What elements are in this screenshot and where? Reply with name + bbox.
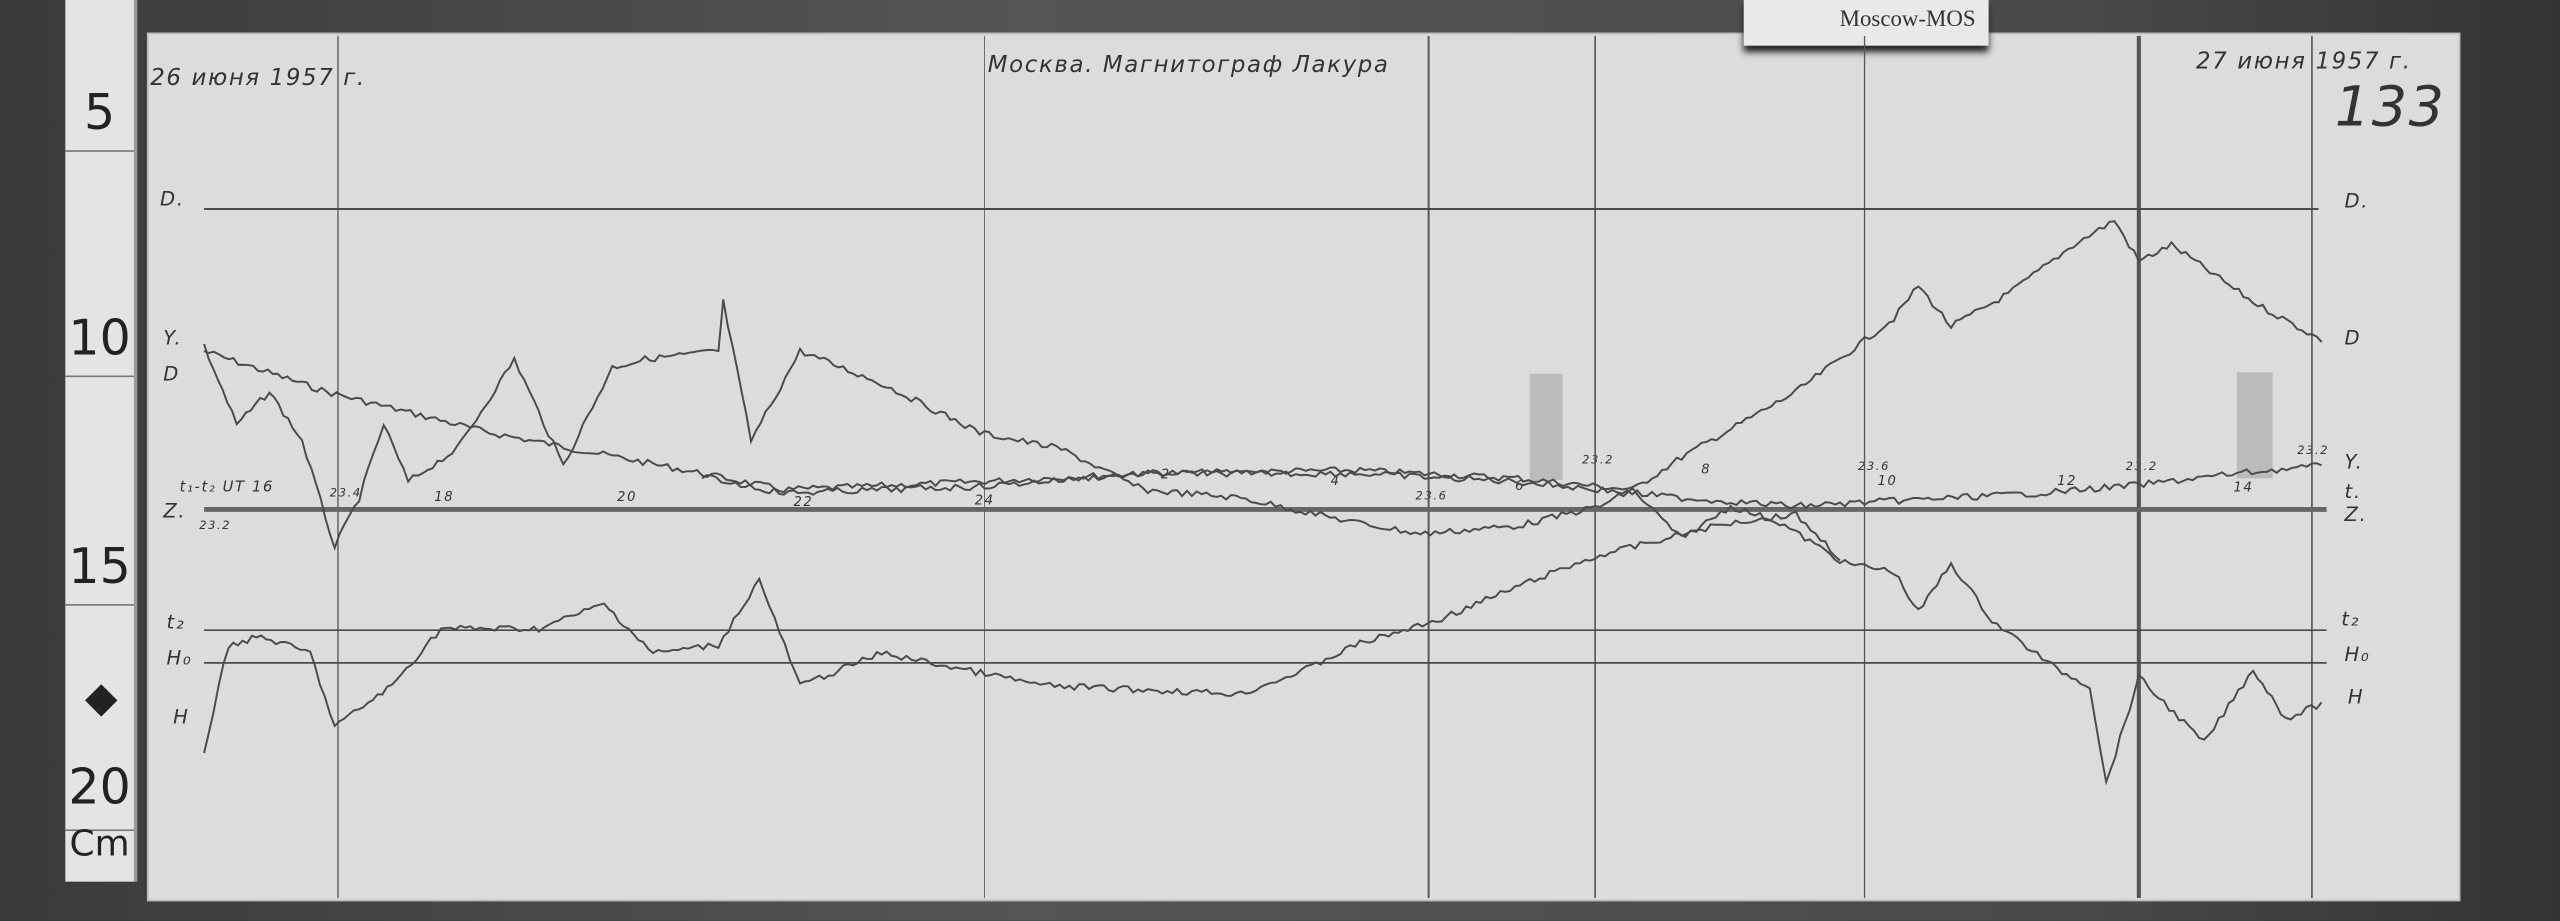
- label-D2-left: D: [163, 362, 181, 386]
- ruler-tick: [65, 150, 134, 152]
- label-t2-right: t₂: [2341, 607, 2361, 631]
- label-Z-left: Z.: [163, 499, 187, 523]
- ruler-mark: 5: [84, 84, 116, 143]
- label-H-right: H: [2347, 685, 2365, 709]
- station-label-card: Moscow-MOS: [1743, 0, 1989, 46]
- exposure-strip: [1529, 373, 1563, 481]
- hour-mark: 4: [1330, 473, 1341, 489]
- hour-mark: 10: [1877, 473, 1898, 489]
- trace-Z: [203, 299, 2323, 786]
- sheet-number: 133: [2334, 75, 2446, 141]
- sheet-title: Москва. Магнитограф Лакура: [987, 52, 1390, 79]
- hour-mark: 18: [434, 489, 455, 505]
- ruler: 5 10 15 20 Cm: [65, 0, 138, 882]
- trace-D: [203, 220, 2323, 494]
- label-D-right: D.: [2344, 189, 2370, 213]
- hour-mark: 20: [617, 489, 638, 505]
- start-date: 26 июня 1957 г.: [150, 65, 366, 92]
- temperature-mark: 23.6: [1858, 460, 1891, 474]
- label-H-left: H: [173, 705, 190, 729]
- label-H0-left: H₀: [166, 646, 193, 670]
- end-date: 27 июня 1957 г.: [2195, 48, 2412, 76]
- ruler-unit: Cm: [69, 824, 130, 866]
- hour-mark: 14: [2233, 480, 2254, 495]
- temperature-mark: 23.2: [199, 519, 232, 533]
- hour-mark: 6: [1515, 478, 1526, 494]
- ruler-tick: [65, 604, 134, 606]
- label-Y-right: Y.: [2344, 450, 2364, 474]
- label-D-left: D.: [160, 187, 185, 211]
- ruler-mark: 15: [68, 538, 131, 596]
- ruler-mark: 10: [68, 310, 131, 368]
- ruler-mark: 20: [68, 759, 131, 817]
- label-Y-left: Y.: [163, 326, 183, 350]
- label-H0-right: H₀: [2344, 643, 2371, 667]
- exposure-strip: [2236, 372, 2273, 479]
- temperature-mark: 23.2: [1582, 453, 1615, 467]
- temperature-mark: 23.6: [1415, 489, 1448, 503]
- hour-mark: 24: [974, 493, 995, 508]
- ruler-tick: [65, 829, 134, 832]
- ruler-tick: [65, 375, 134, 378]
- trace-H: [203, 510, 1841, 754]
- hour-mark: 22: [793, 494, 814, 510]
- label-t-right: t.: [2344, 480, 2362, 503]
- label-ut-left: t₁-t₂ UT 16: [179, 480, 274, 497]
- label-Z-right: Z.: [2344, 502, 2368, 526]
- label-t2-left: t₂: [166, 610, 186, 634]
- hour-mark: 12: [2057, 473, 2078, 489]
- magnetogram-sheet: [146, 32, 2461, 902]
- label-D2-right: D: [2344, 326, 2362, 350]
- hour-mark: 8: [1701, 462, 1712, 477]
- trace-Y: [701, 462, 2322, 510]
- temperature-mark: 23.2: [2125, 460, 2158, 474]
